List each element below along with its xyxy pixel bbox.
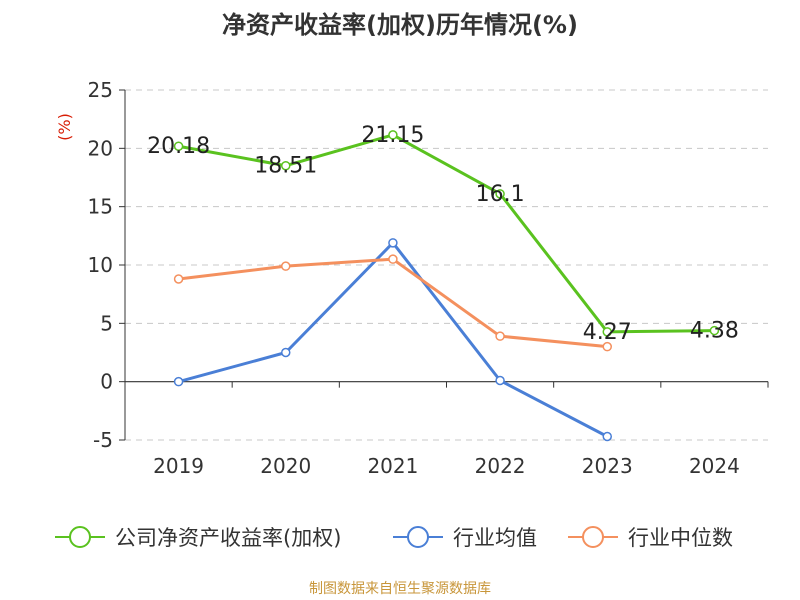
- y-tick-label: 0: [100, 370, 113, 394]
- data-label: 4.27: [583, 320, 632, 345]
- x-tick-label: 2023: [582, 454, 633, 478]
- gridlines: [125, 89, 768, 441]
- data-label: 18.51: [254, 154, 317, 179]
- legend-item[interactable]: 公司净资产收益率(加权): [55, 526, 341, 550]
- data-label: 21.15: [361, 123, 424, 148]
- data-point[interactable]: [281, 160, 291, 171]
- x-tick-label: 2020: [260, 454, 311, 478]
- legend-item[interactable]: 行业中位数: [568, 526, 733, 550]
- legend-marker-icon: [407, 526, 429, 548]
- y-tick-label: -5: [93, 428, 113, 452]
- legend[interactable]: 公司净资产收益率(加权) 行业均值 行业中位数: [55, 526, 733, 550]
- axes: -5 0 5 10 15 20 25 2019 2020 2021 2022 2023 2024 (%): [55, 78, 769, 478]
- data-label: 20.18: [147, 134, 210, 159]
- data-point[interactable]: [173, 141, 184, 151]
- x-tick-label: 2019: [153, 454, 204, 478]
- source-note: 制图数据来自恒生聚源数据库: [309, 581, 491, 597]
- data-point[interactable]: [495, 331, 505, 341]
- data-label: 4.38: [690, 319, 739, 344]
- data-point[interactable]: [602, 341, 612, 352]
- data-point[interactable]: [602, 431, 612, 442]
- legend-label: 行业中位数: [628, 526, 733, 550]
- data-point[interactable]: [281, 347, 291, 358]
- data-point[interactable]: [281, 261, 291, 271]
- y-tick-label: 10: [88, 253, 113, 277]
- data-point[interactable]: [709, 325, 720, 336]
- y-axis-label: (%): [55, 113, 74, 141]
- y-tick-label: 5: [100, 311, 113, 335]
- data-point[interactable]: [495, 375, 505, 386]
- x-tick-label: 2022: [475, 454, 526, 478]
- chart-title: 净资产收益率(加权)历年情况(%): [222, 11, 578, 39]
- legend-item[interactable]: 行业均值: [393, 526, 537, 550]
- x-tick-label: 2021: [367, 454, 418, 478]
- y-tick-label: 15: [88, 195, 113, 219]
- legend-marker-icon: [582, 526, 604, 548]
- data-point[interactable]: [495, 189, 505, 199]
- data-point[interactable]: [173, 376, 184, 387]
- legend-marker-icon: [69, 526, 91, 548]
- x-tick-label: 2024: [689, 454, 740, 478]
- data-labels: 20.18 18.51 21.15 16.1 4.27 4.38: [147, 123, 739, 345]
- data-point[interactable]: [388, 238, 398, 248]
- series-line: [178, 257, 608, 349]
- data-point[interactable]: [388, 254, 398, 264]
- legend-label: 行业均值: [453, 526, 537, 550]
- data-point[interactable]: [602, 327, 612, 337]
- series-line: [178, 133, 715, 334]
- data-point[interactable]: [173, 274, 184, 284]
- data-point[interactable]: [388, 130, 398, 140]
- data-label: 16.1: [476, 182, 525, 207]
- y-tick-label: 20: [88, 136, 113, 160]
- series-lines: [173, 130, 720, 442]
- legend-label: 公司净资产收益率(加权): [115, 526, 341, 550]
- y-tick-label: 25: [88, 78, 113, 102]
